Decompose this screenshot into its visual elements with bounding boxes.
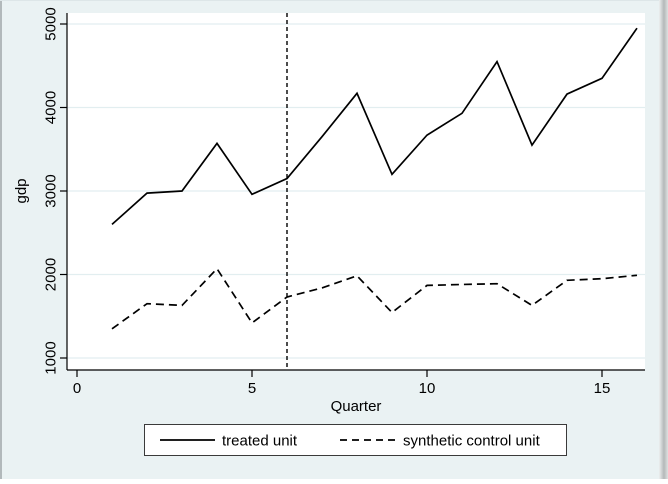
y-tick-label: 4000 — [43, 91, 60, 124]
y-axis-title: gdp — [13, 178, 30, 203]
y-tick-label: 1000 — [43, 341, 60, 374]
x-tick-label: 5 — [248, 380, 256, 397]
y-axis-ticks: 1000 2000 3000 4000 5000 — [43, 7, 67, 375]
x-axis-ticks: 0 5 10 15 — [73, 370, 611, 397]
x-tick-label: 10 — [419, 380, 436, 397]
window-top-edge — [0, 0, 668, 1]
synthetic-control-series-line — [111, 267, 638, 330]
window-left-edge — [0, 0, 2, 479]
gridlines — [67, 23, 645, 359]
treated-series-line — [111, 27, 638, 226]
x-tick-label: 0 — [73, 380, 81, 397]
legend-treated-label: treated unit — [222, 433, 298, 450]
x-axis-title: Quarter — [331, 398, 382, 415]
x-tick-label: 15 — [594, 380, 611, 397]
y-tick-label: 3000 — [43, 174, 60, 207]
legend-synthetic-label: synthetic control unit — [403, 433, 541, 450]
window-right-edge — [659, 0, 668, 479]
y-tick-label: 5000 — [43, 7, 60, 40]
legend: treated unit synthetic control unit — [144, 424, 567, 456]
y-tick-label: 2000 — [43, 258, 60, 291]
series-lines — [111, 27, 638, 330]
